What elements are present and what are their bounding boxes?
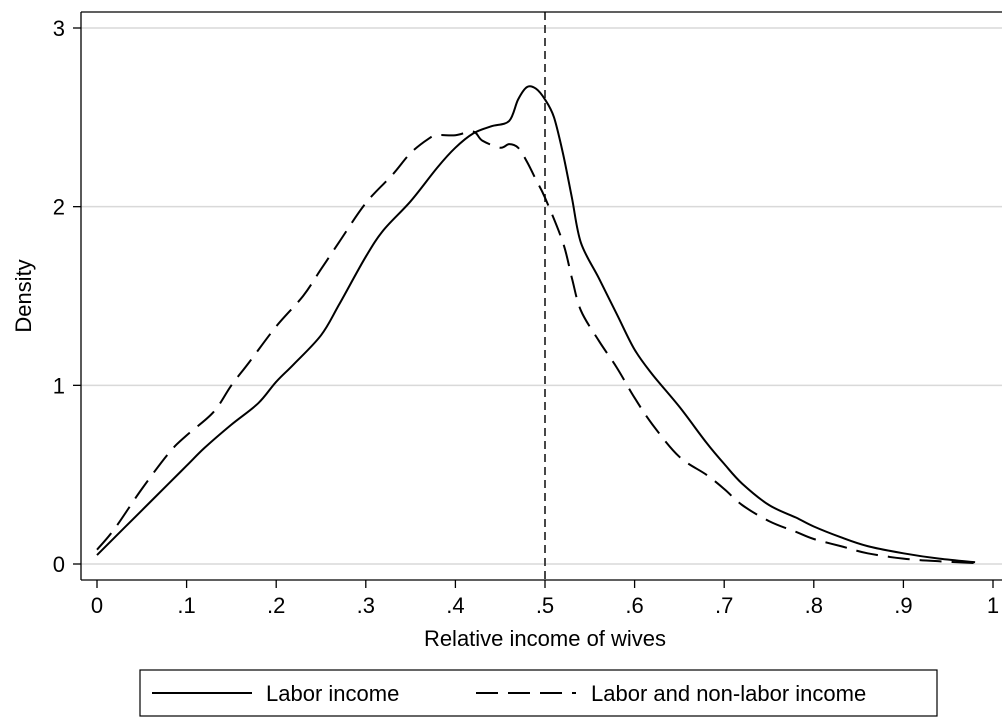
x-tick-label-5: .5: [536, 593, 554, 618]
x-tick-label-0: 0: [91, 593, 103, 618]
x-tick-label-10: 1: [987, 593, 999, 618]
x-tick-label-8: .8: [805, 593, 823, 618]
series-lines: [96, 85, 976, 565]
grid-lines: [81, 27, 1002, 565]
y-ticks: 0 1 2 3: [53, 16, 81, 577]
x-tick-label-6: .6: [625, 593, 643, 618]
legend-box: [139, 669, 938, 717]
series-line-0: [96, 85, 976, 564]
x-tick-label-3: .3: [357, 593, 375, 618]
x-tick-label-4: .4: [446, 593, 464, 618]
x-tick-label-1: .1: [177, 593, 195, 618]
x-ticks: 0 .1 .2 .3 .4 .5 .6 .7 .8 .9 1: [91, 580, 999, 618]
legend-label-labor-nonlabor-income: Labor and non-labor income: [591, 681, 866, 706]
series-line-1: [96, 130, 976, 565]
x-tick-label-9: .9: [894, 593, 912, 618]
y-tick-label-2: 2: [53, 195, 65, 220]
x-tick-label-7: .7: [715, 593, 733, 618]
legend: Labor income Labor and non-labor income: [139, 669, 938, 717]
y-tick-label-3: 3: [53, 16, 65, 41]
legend-label-labor-income: Labor income: [266, 681, 399, 706]
y-tick-label-0: 0: [53, 552, 65, 577]
x-axis-title: Relative income of wives: [424, 626, 666, 651]
y-tick-label-1: 1: [53, 373, 65, 398]
y-axis-title: Density: [11, 259, 36, 332]
axes: [80, 11, 1002, 581]
x-tick-label-2: .2: [267, 593, 285, 618]
